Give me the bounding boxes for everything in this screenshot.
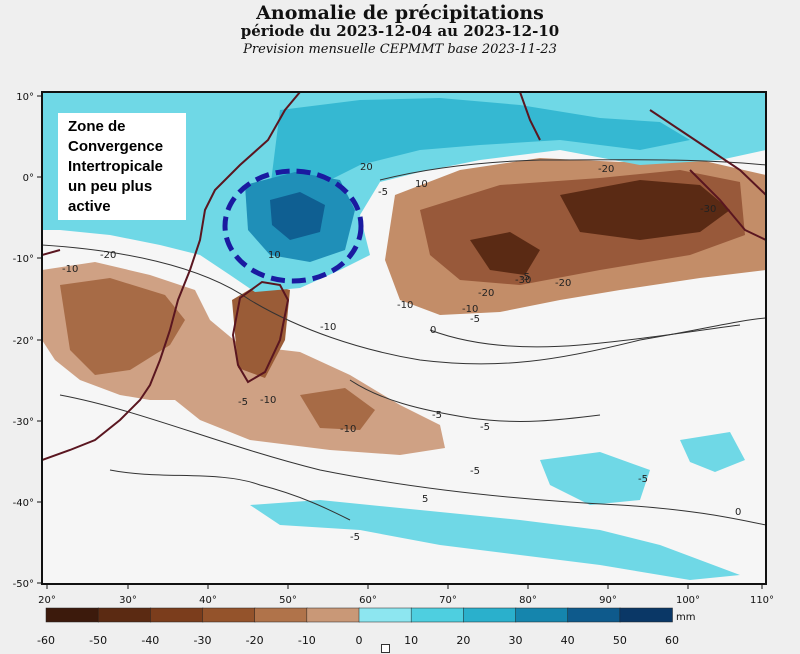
contour-label: 0	[735, 507, 741, 518]
colorbar-label: -10	[297, 634, 316, 647]
wet-anomaly-south-1	[250, 500, 740, 580]
contour-label: 20	[360, 162, 373, 173]
contour-label: -5	[238, 397, 248, 408]
colorbar-segment	[567, 607, 621, 623]
lat-tick-label: -20°	[13, 336, 34, 347]
annotation-line: Zone de	[68, 118, 126, 135]
coastline	[42, 92, 766, 461]
lon-tick-label: 110°	[750, 595, 774, 606]
contour-label: -5	[638, 474, 648, 485]
colorbar-label: -60	[37, 634, 55, 647]
lon-tick-label: 70°	[439, 595, 457, 606]
contour-label: -5	[350, 532, 360, 543]
contour-label: 5	[422, 494, 428, 505]
colorbar-segment	[202, 607, 256, 623]
colorbar-label: -50	[89, 634, 108, 647]
contour-label: -10	[62, 264, 78, 275]
contour-label: -20	[598, 164, 614, 175]
lon-tick-label: 20°	[38, 595, 56, 606]
colorbar-label: -40	[141, 634, 160, 647]
contour-label: -10	[260, 395, 276, 406]
contour-label: -20	[478, 288, 494, 299]
colorbar	[45, 607, 673, 623]
contour-label: 10	[415, 179, 428, 190]
contour-label: -5	[520, 272, 530, 283]
colorbar-segment	[515, 607, 569, 623]
colorbar-segment	[45, 607, 99, 623]
colorbar-label: 40	[560, 634, 575, 647]
annotation-line: Convergence	[68, 138, 164, 155]
annotation-line: Intertropicale	[68, 158, 164, 175]
map-frame	[41, 91, 767, 585]
colorbar-label: 10	[404, 634, 419, 647]
dry-anomaly-africa-core	[60, 278, 185, 375]
contour-label: -20	[100, 250, 116, 261]
lat-tick-label: -10°	[13, 254, 34, 265]
wet-anomaly-south-2	[540, 452, 650, 505]
colorbar-segment	[254, 607, 308, 623]
contour-label: -20	[555, 278, 571, 289]
dry-anomaly-madagascar	[232, 282, 290, 378]
wet-anomaly-north-mid	[270, 98, 690, 200]
contour-label: -30	[515, 275, 531, 286]
colorbar-zero-marker	[381, 644, 390, 653]
contour-label: -10	[397, 300, 413, 311]
wet-anomaly-itcz-inner	[270, 192, 325, 240]
colorbar-label: 20	[456, 634, 471, 647]
colorbar-label: 30	[508, 634, 523, 647]
colorbar-label: 60	[665, 634, 679, 647]
lat-tick-label: 10°	[16, 92, 34, 103]
contour-labels: -10-20-30-20-10-50-10-5-20-30-20-10-5102…	[62, 162, 741, 543]
longitude-axis: 20° 30° 40° 50° 60° 70° 80° 90° 100° 110°	[38, 584, 774, 606]
lon-tick-label: 90°	[599, 595, 617, 606]
colorbar-label: -30	[193, 634, 212, 647]
lat-tick-label: -30°	[13, 417, 34, 428]
dry-anomaly-belt-core	[560, 180, 730, 240]
colorbar-unit: mm	[676, 612, 696, 623]
colorbar-segment	[410, 607, 465, 623]
lon-tick-label: 40°	[199, 595, 217, 606]
lon-tick-label: 50°	[279, 595, 297, 606]
contour-label: -10	[320, 322, 336, 333]
lat-tick-label: -50°	[13, 579, 34, 590]
colorbar-segment	[97, 607, 152, 623]
contour-label: -10	[340, 424, 356, 435]
contour-lines	[42, 159, 766, 526]
colorbar-label: 0	[355, 634, 363, 647]
contour-label: -5	[470, 466, 480, 477]
annotation-line: un peu plus	[68, 178, 153, 195]
map-period: période du 2023-12-04 au 2023-12-10	[240, 22, 560, 40]
colorbar-label: 50	[612, 634, 627, 647]
lat-tick-label: 0°	[23, 173, 34, 184]
colorbar-segment	[619, 607, 673, 623]
contour-label: -30	[700, 204, 716, 215]
contour-label: -10	[462, 304, 478, 315]
lon-tick-label: 100°	[676, 595, 700, 606]
map-forecast-base: Prevision mensuelle CEPMMT base 2023-11-…	[243, 42, 557, 57]
colorbar-segment	[150, 607, 204, 623]
dry-anomaly-south-ocean-patch	[300, 388, 375, 430]
lat-tick-label: -40°	[13, 498, 34, 509]
contour-label: -5	[470, 314, 480, 325]
map-title: Anomalie de précipitations	[256, 2, 544, 24]
wet-anomaly-south-3	[680, 432, 745, 472]
contour-label: -5	[480, 422, 490, 433]
latitude-axis: 10° 0° -10° -20° -30° -40° -50°	[13, 92, 42, 590]
colorbar-segment	[463, 607, 517, 623]
contour-label: -5	[378, 187, 388, 198]
colorbar-label: -20	[245, 634, 264, 647]
dry-anomaly-belt-core-west	[470, 232, 540, 275]
itcz-highlight-circle	[222, 168, 364, 284]
contour-label: -5	[432, 410, 442, 421]
annotation-line: active	[68, 198, 111, 215]
lon-tick-label: 30°	[119, 595, 137, 606]
colorbar-segment	[306, 607, 360, 623]
lon-tick-label: 60°	[359, 595, 377, 606]
lon-tick-label: 80°	[519, 595, 537, 606]
colorbar-segment	[358, 607, 412, 623]
contour-label: 10	[268, 250, 281, 261]
contour-label: 0	[430, 325, 436, 336]
itcz-annotation: Zone de Convergence Intertropicale un pe…	[58, 113, 186, 220]
